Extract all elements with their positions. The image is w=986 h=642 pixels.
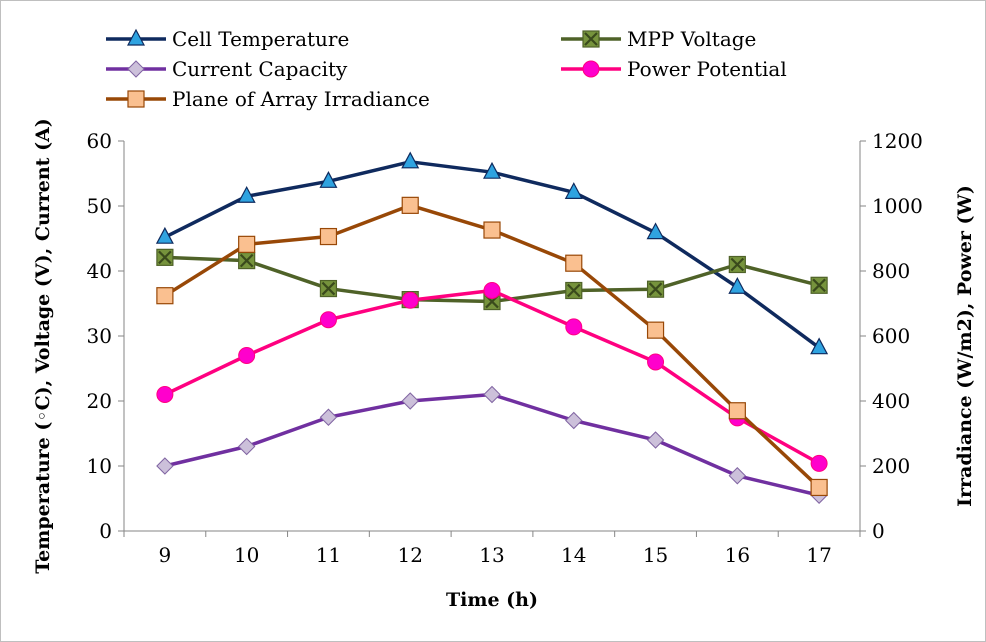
legend-item: MPP Voltage [561,27,756,51]
data-point [402,153,418,168]
data-point [729,257,745,273]
data-point [320,281,336,297]
x-axis-title: Time (h) [446,589,538,611]
data-point [648,322,664,338]
data-point [811,339,827,354]
data-point [648,354,664,370]
data-point [484,283,500,299]
data-point [402,292,418,308]
data-point [157,458,173,474]
legend-marker [583,61,599,77]
data-point [729,278,745,293]
data-point [566,413,582,429]
legend-label: Plane of Array Irradiance [172,87,430,111]
y-right-tick-label: 200 [872,454,910,478]
legend-item: Cell Temperature [106,27,349,51]
data-point [239,439,255,455]
y-right-tick-label: 0 [872,519,885,543]
y-left-tick-label: 40 [87,259,112,283]
y-right-tick-label: 1200 [872,129,923,153]
x-tick-label: 13 [479,543,504,567]
data-point [811,479,827,495]
y-left-tick-label: 10 [87,454,112,478]
data-point [320,312,336,328]
legend-item: Plane of Array Irradiance [106,87,430,111]
data-point [729,468,745,484]
data-point [157,288,173,304]
data-point [566,283,582,299]
x-tick-label: 10 [234,543,259,567]
series-line [165,395,819,496]
series-layer [157,153,827,503]
data-point [402,393,418,409]
series-line [165,291,819,464]
legend-item: Power Potential [561,57,787,81]
x-tick-label: 11 [316,543,341,567]
data-point [566,255,582,271]
data-point [157,249,173,265]
y-right-tick-label: 1000 [872,194,923,218]
legend-marker [128,61,144,77]
y-right-tick-label: 800 [872,259,910,283]
legend-marker [583,31,599,47]
data-point [402,197,418,213]
data-point [320,229,336,245]
data-point [484,387,500,403]
legend-marker [128,91,144,107]
x-tick-label: 9 [159,543,172,567]
legend-label: MPP Voltage [627,27,756,51]
y-axis-left-title: Temperature (◦C), Voltage (V), Current (… [32,118,54,574]
y-left-tick-label: 50 [87,194,112,218]
data-point [811,455,827,471]
y-left-tick-label: 20 [87,389,112,413]
data-point [648,432,664,448]
y-left-tick-label: 60 [87,129,112,153]
y-left-tick-label: 30 [87,324,112,348]
y-right-tick-label: 400 [872,389,910,413]
data-point [811,277,827,293]
legend-label: Cell Temperature [172,27,349,51]
x-tick-label: 14 [561,543,586,567]
data-point [729,403,745,419]
data-point [648,281,664,297]
x-tick-label: 16 [725,543,750,567]
legend-label: Current Capacity [172,57,348,81]
x-tick-label: 17 [806,543,831,567]
x-tick-label: 12 [397,543,422,567]
data-point [157,387,173,403]
y-axis-right-title: Irradiance (W/m2), Power (W) [954,185,976,507]
data-point [320,409,336,425]
data-point [484,222,500,238]
data-point [239,236,255,252]
data-point [239,348,255,364]
legend-label: Power Potential [627,57,787,81]
x-tick-label: 15 [643,543,668,567]
series-line [165,205,819,487]
legend: Cell Temperature MPP Voltage Current Capac… [106,27,787,111]
legend-item: Current Capacity [106,57,348,81]
data-point [239,253,255,269]
y-left-tick-label: 0 [99,519,112,543]
data-point [566,319,582,335]
series-line [165,162,819,348]
y-right-tick-label: 600 [872,324,910,348]
